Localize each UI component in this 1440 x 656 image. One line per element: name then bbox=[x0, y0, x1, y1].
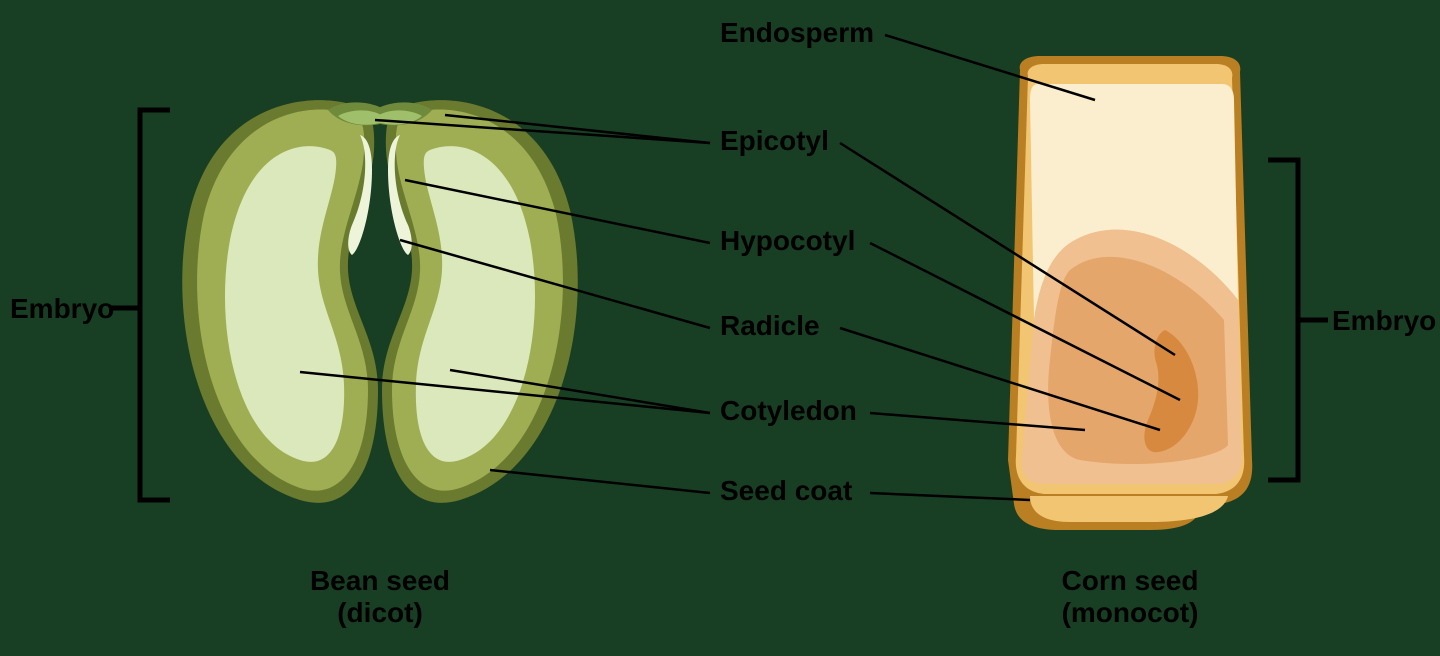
embryo-label-right: Embryo bbox=[1332, 305, 1436, 336]
label-radicle: Radicle bbox=[720, 310, 820, 341]
label-endosperm: Endosperm bbox=[720, 17, 874, 48]
embryo-bracket-right bbox=[1268, 160, 1298, 480]
titles: Bean seed (dicot) Corn seed (monocot) bbox=[310, 565, 1199, 628]
label-cotyledon: Cotyledon bbox=[720, 395, 857, 426]
label-seedcoat: Seed coat bbox=[720, 475, 852, 506]
corn-title-line2: (monocot) bbox=[1062, 597, 1199, 628]
seed-diagram: Embryo Embryo Endosperm Epicotyl Hypocot… bbox=[0, 0, 1440, 656]
bean-seed bbox=[182, 100, 578, 503]
label-hypocotyl: Hypocotyl bbox=[720, 225, 855, 256]
bean-title-line2: (dicot) bbox=[337, 597, 423, 628]
embryo-bracket-left bbox=[140, 110, 170, 500]
center-labels: Endosperm Epicotyl Hypocotyl Radicle Cot… bbox=[720, 17, 874, 506]
embryo-label-left: Embryo bbox=[10, 293, 114, 324]
corn-seed bbox=[1008, 56, 1252, 530]
bean-title-line1: Bean seed bbox=[310, 565, 450, 596]
bean-left-half bbox=[182, 100, 378, 503]
label-epicotyl: Epicotyl bbox=[720, 125, 829, 156]
bean-right-half bbox=[382, 100, 578, 503]
corn-title-line1: Corn seed bbox=[1062, 565, 1199, 596]
